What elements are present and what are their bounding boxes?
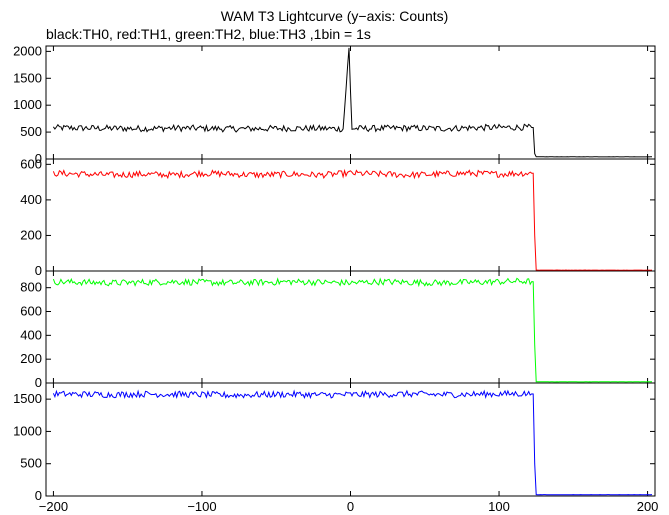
y-tick-label-th2: 800 [20,280,42,295]
y-tick-label-th2: 400 [20,327,42,342]
y-tick-label-th2: 600 [20,304,42,319]
y-tick-label-th3: 1500 [13,391,42,406]
x-tick-label: 100 [488,499,510,514]
panel-frame-th1 [45,158,656,272]
y-tick-label-th0: 1500 [13,70,42,85]
y-tick-label-th0: 2000 [13,43,42,58]
x-tick-label: −200 [39,499,68,514]
panel-frame-th3 [45,382,656,497]
series-line-th3 [52,389,653,496]
chart-subtitle: black:TH0, red:TH1, green:TH2, blue:TH3 … [46,26,371,42]
y-tick-label-th1: 200 [20,227,42,242]
x-tick-label: −100 [187,499,216,514]
y-tick-label-th0: 500 [20,124,42,139]
x-tick-label: 0 [347,499,354,514]
y-tick-label-th0: 0 [35,151,42,166]
y-tick-label-th1: 600 [20,156,42,171]
y-tick-label-th2: 200 [20,351,42,366]
y-tick-label-th1: 400 [20,192,42,207]
y-tick-label-th3: 500 [20,456,42,471]
chart-title: WAM T3 Lightcurve (y−axis: Counts) [220,8,449,24]
y-tick-label-th3: 1000 [13,423,42,438]
y-tick-label-th3: 0 [35,488,42,503]
series-line-th0 [52,47,652,158]
panel-frame-th2 [45,270,656,384]
y-tick-label-th2: 0 [35,375,42,390]
y-tick-label-th1: 0 [35,263,42,278]
y-tick-label-th0: 1000 [13,97,42,112]
series-line-th2 [52,277,652,383]
x-tick-label: 200 [637,499,659,514]
series-line-th1 [52,168,653,271]
